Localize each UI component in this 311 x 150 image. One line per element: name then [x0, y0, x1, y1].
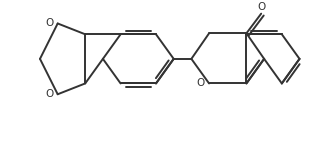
Text: O: O [257, 2, 265, 12]
Text: O: O [46, 89, 54, 99]
Text: O: O [196, 78, 204, 88]
Text: O: O [46, 18, 54, 28]
